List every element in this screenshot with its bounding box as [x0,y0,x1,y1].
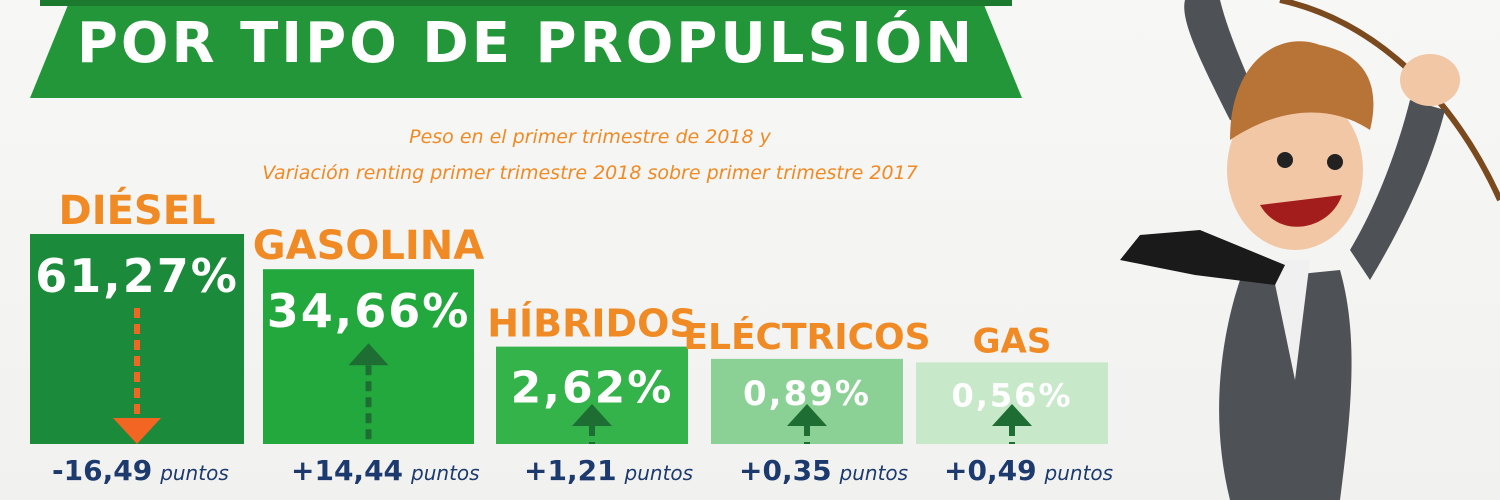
body-suit [1219,270,1352,500]
tie [1120,230,1285,285]
variation-value-0: -16,49 [52,454,152,487]
subtitle-line-1: Peso en el primer trimestre de 2018 y [409,126,771,148]
shirt [1270,260,1310,380]
page-title: POR TIPO DE PROPULSIÓN [76,11,976,76]
variation-unit-0: puntos [159,461,229,485]
variation-label-1: +14,44 puntos [291,454,480,487]
left-eye [1277,152,1293,168]
variation-unit-3: puntos [839,461,909,485]
variation-arrow-head-3 [787,404,827,426]
subtitle-line-2: Variación renting primer trimestre 2018 … [262,162,918,184]
category-label-4: GAS [973,321,1052,361]
variation-unit-1: puntos [410,461,480,485]
variation-arrow-head-1 [348,343,389,366]
variation-value-3: +0,35 [739,454,832,487]
value-label-0: 61,27% [35,249,239,303]
category-label-3: ELÉCTRICOS [683,316,930,358]
variation-unit-4: puntos [1044,461,1114,485]
title-banner [30,0,1022,98]
hand [1400,54,1460,106]
variation-arrow-head-2 [572,404,612,426]
right-arm [1350,100,1445,280]
variation-arrow-head-0 [113,418,161,444]
right-eye [1327,154,1343,170]
mouth [1260,195,1342,227]
variation-arrow-head-4 [992,404,1032,426]
variation-value-2: +1,21 [524,454,617,487]
variation-label-4: +0,49 puntos [944,454,1113,487]
variation-unit-2: puntos [624,461,694,485]
banner-top-edge [40,0,1012,6]
category-label-1: GASOLINA [253,223,484,269]
variation-label-0: -16,49 puntos [52,454,229,487]
category-label-2: HÍBRIDOS [487,302,697,346]
category-label-0: DIÉSEL [58,186,215,234]
hair [1230,41,1374,140]
value-label-1: 34,66% [267,284,471,338]
variation-label-2: +1,21 puntos [524,454,693,487]
variation-value-4: +0,49 [944,454,1037,487]
variation-value-1: +14,44 [291,454,403,487]
variation-label-3: +0,35 puntos [739,454,908,487]
businessman-illustration [1120,0,1500,500]
